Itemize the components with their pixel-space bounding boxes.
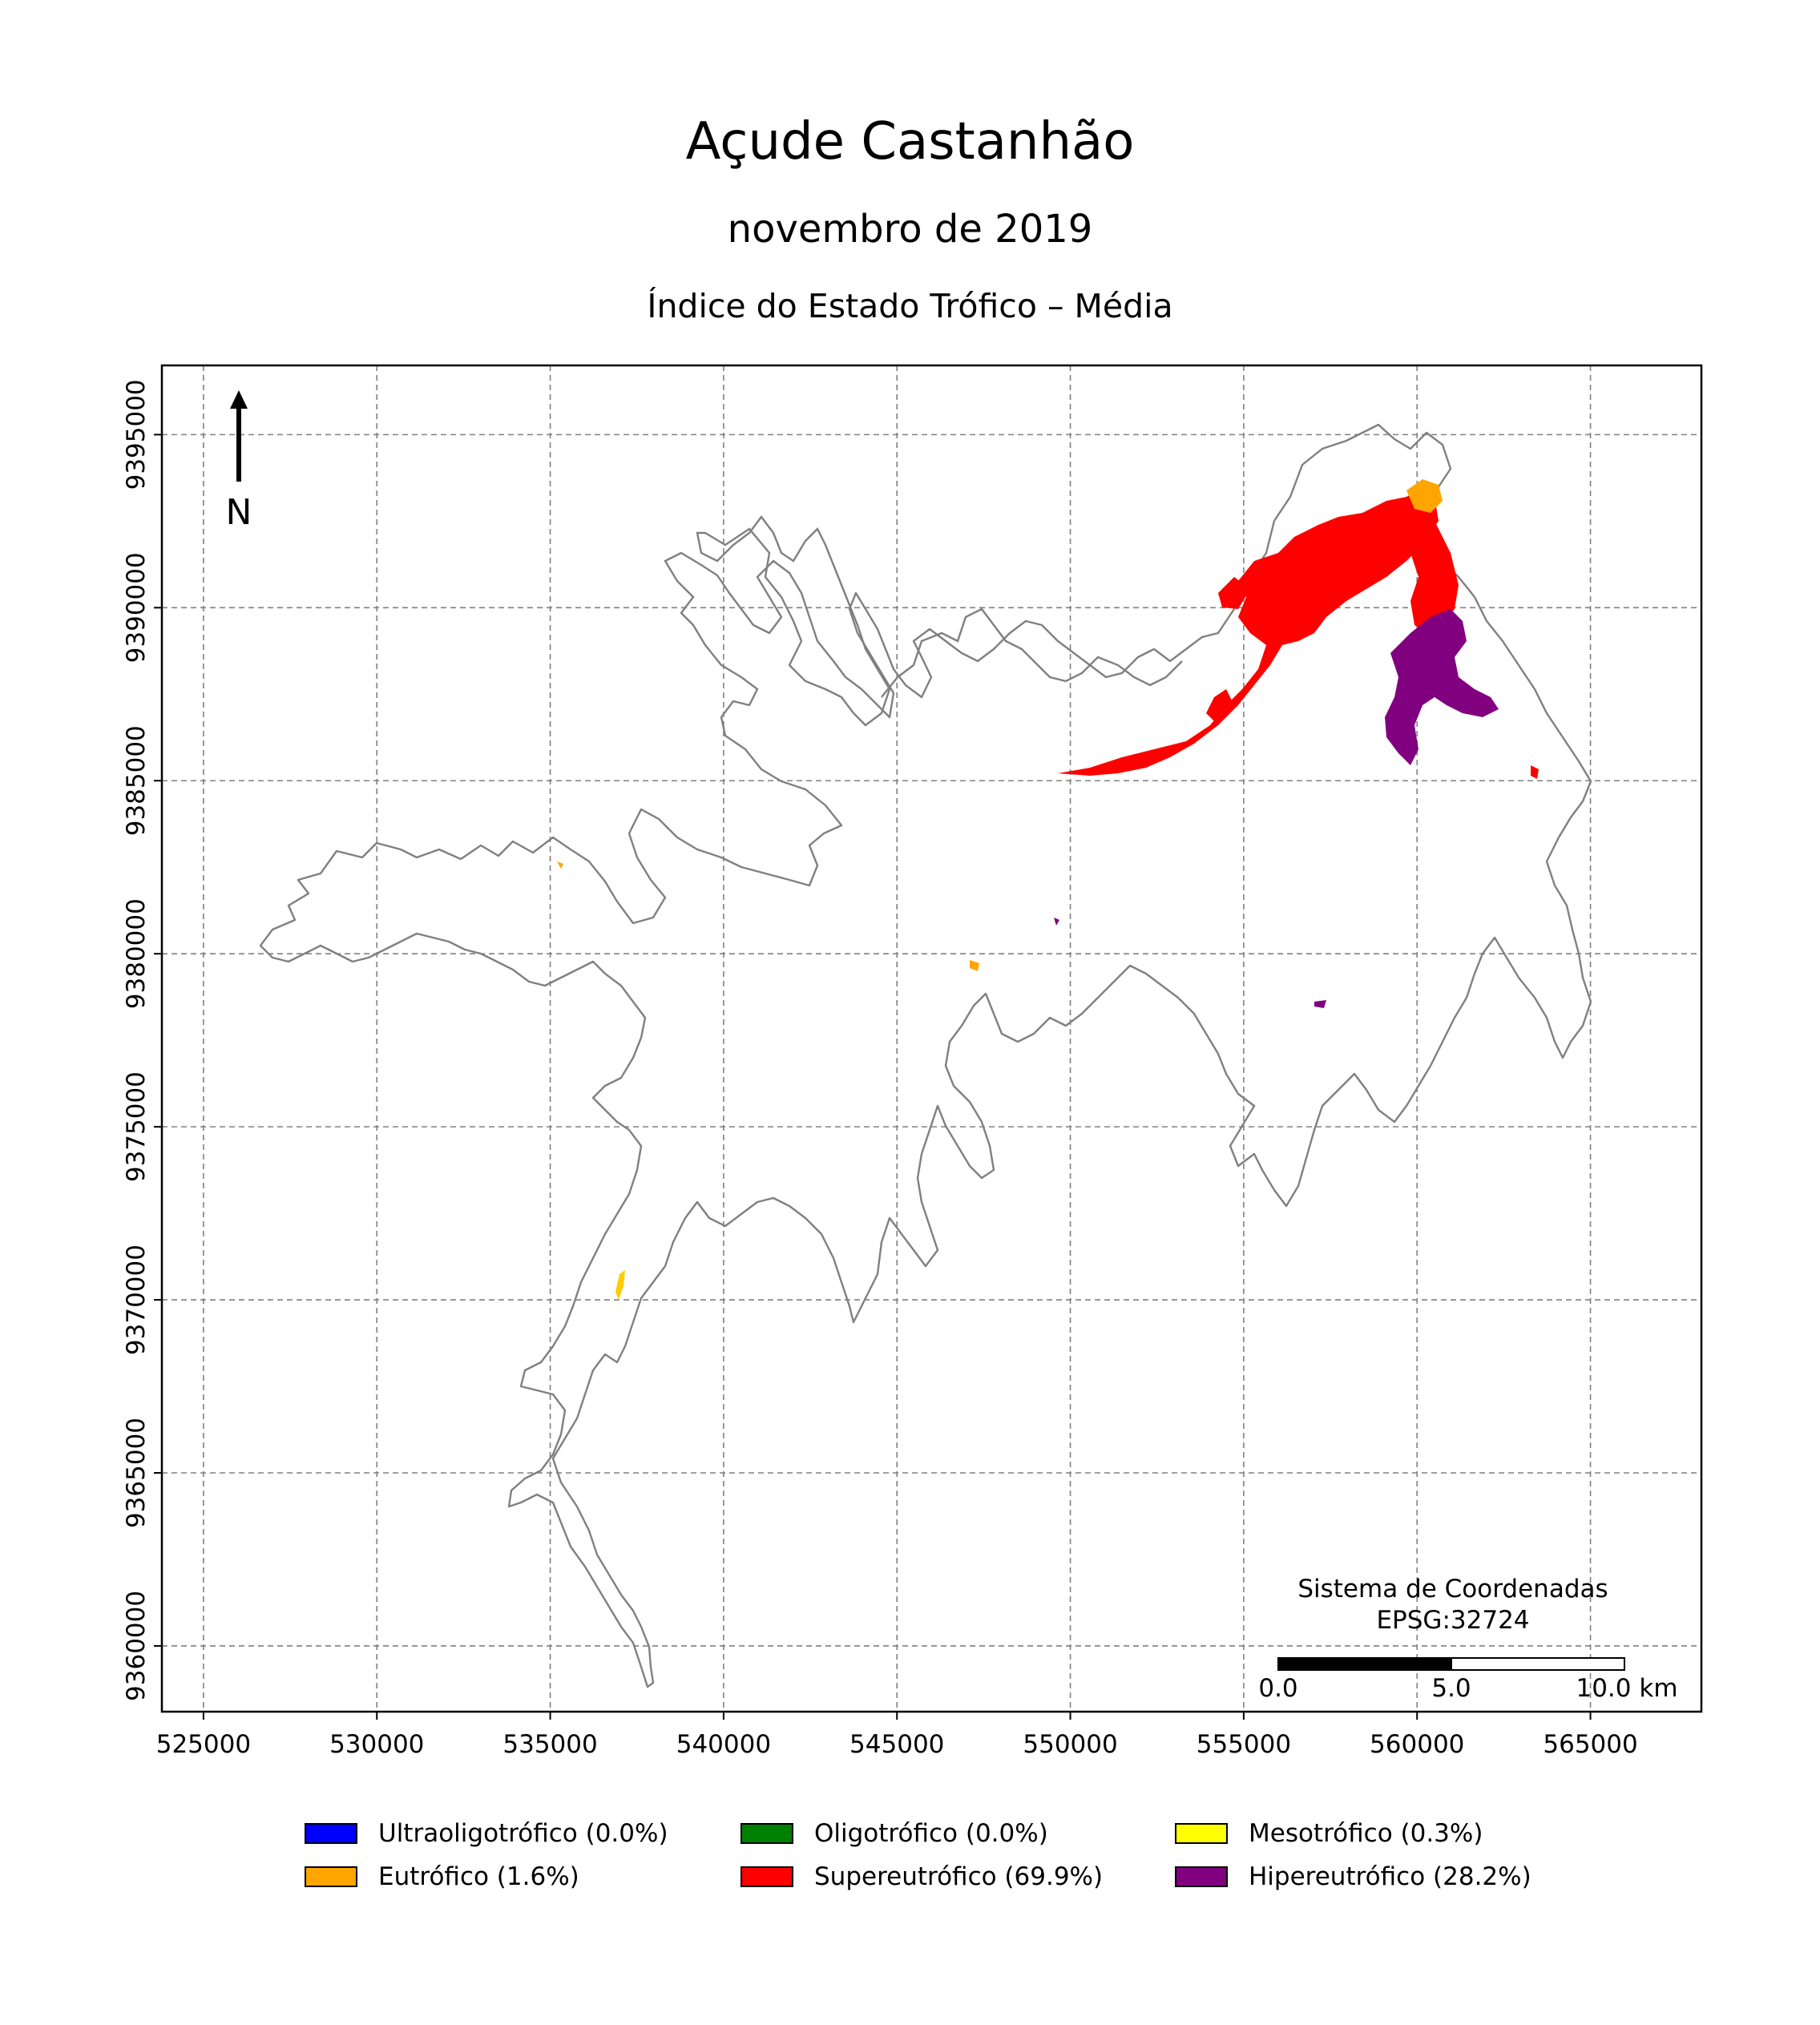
legend-label: Ultraoligotrófico (0.0%)	[378, 1819, 668, 1848]
y-tick-label: 9375000	[122, 1071, 151, 1182]
legend-item-oligotrofico: Oligotrófico (0.0%)	[741, 1819, 1048, 1848]
scale-bar-black-segment	[1277, 1657, 1452, 1671]
legend-swatch-green	[741, 1823, 793, 1844]
legend-label: Eutrófico (1.6%)	[378, 1862, 579, 1891]
index-title: Índice do Estado Trófico – Média	[647, 287, 1173, 325]
x-tick-label: 560000	[1370, 1730, 1464, 1759]
gridlines	[162, 365, 1701, 1712]
legend-label: Hipereutrófico (28.2%)	[1249, 1862, 1531, 1891]
reservoir-outline-upper-center	[881, 607, 1183, 698]
x-tick-label: 540000	[676, 1730, 771, 1759]
legend-swatch-purple	[1175, 1866, 1228, 1887]
legend-label: Supereutrófico (69.9%)	[814, 1862, 1104, 1891]
scale-label-5: 5.0	[1431, 1674, 1471, 1703]
legend-item-hipereutrofico: Hipereutrófico (28.2%)	[1175, 1862, 1531, 1891]
scale-bar: 0.0 5.0 10.0 km	[1258, 1657, 1678, 1703]
y-tick-label: 9390000	[122, 552, 151, 663]
x-tick-label: 530000	[329, 1730, 424, 1759]
north-arrow: N	[226, 390, 252, 533]
reservoir-outline	[259, 423, 1592, 1688]
north-arrow-head-icon	[230, 390, 248, 409]
reservoir-outline-north-arm	[696, 515, 891, 727]
x-tick-label: 550000	[1023, 1730, 1117, 1759]
legend-item-supereutrofico: Supereutrófico (69.9%)	[741, 1862, 1103, 1891]
x-tick-label: 565000	[1543, 1730, 1637, 1759]
x-tick-label: 535000	[502, 1730, 597, 1759]
map-subtitle: novembro de 2019	[727, 207, 1093, 252]
x-tick-label: 545000	[849, 1730, 944, 1759]
hipereutrofico-area	[1054, 609, 1499, 1008]
y-tick-label: 9365000	[122, 1418, 151, 1528]
map-frame	[160, 364, 1703, 1713]
legend-swatch-red	[741, 1866, 793, 1887]
y-tick-label: 9380000	[122, 898, 151, 1009]
x-tick-label: 525000	[156, 1730, 251, 1759]
y-tick-label: 9395000	[122, 379, 151, 490]
y-tick-label: 9385000	[122, 725, 151, 836]
legend-item-eutrofico: Eutrófico (1.6%)	[305, 1862, 579, 1891]
axis-ticks: 525000 530000 535000 540000 545000 550000 5550…	[122, 379, 1638, 1759]
map-title: Açude Castanhão	[685, 112, 1135, 171]
legend-swatch-yellow	[1175, 1823, 1228, 1844]
reservoir-map	[259, 423, 1592, 1688]
legend-item-ultraoligotrofico: Ultraoligotrófico (0.0%)	[305, 1819, 668, 1848]
crs-label: Sistema de Coordenadas	[1297, 1575, 1608, 1603]
legend-swatch-blue	[305, 1823, 357, 1844]
supereutrofico-area	[1058, 487, 1539, 779]
legend-swatch-orange	[305, 1866, 357, 1887]
legend-item-mesotrofico: Mesotrófico (0.3%)	[1175, 1819, 1483, 1848]
x-tick-label: 555000	[1197, 1730, 1291, 1759]
crs-code: EPSG:32724	[1376, 1606, 1529, 1635]
legend-label: Oligotrófico (0.0%)	[814, 1819, 1048, 1848]
y-tick-label: 9370000	[122, 1244, 151, 1355]
scale-bar-white-segment	[1451, 1657, 1625, 1671]
scale-label-10: 10.0 km	[1576, 1674, 1677, 1703]
legend-label: Mesotrófico (0.3%)	[1249, 1819, 1483, 1848]
mesotrofico-area	[615, 1270, 625, 1300]
eutrofico-area	[557, 479, 1443, 971]
scale-label-0: 0.0	[1258, 1674, 1297, 1703]
y-tick-label: 9360000	[122, 1591, 151, 1701]
north-label: N	[226, 492, 252, 533]
